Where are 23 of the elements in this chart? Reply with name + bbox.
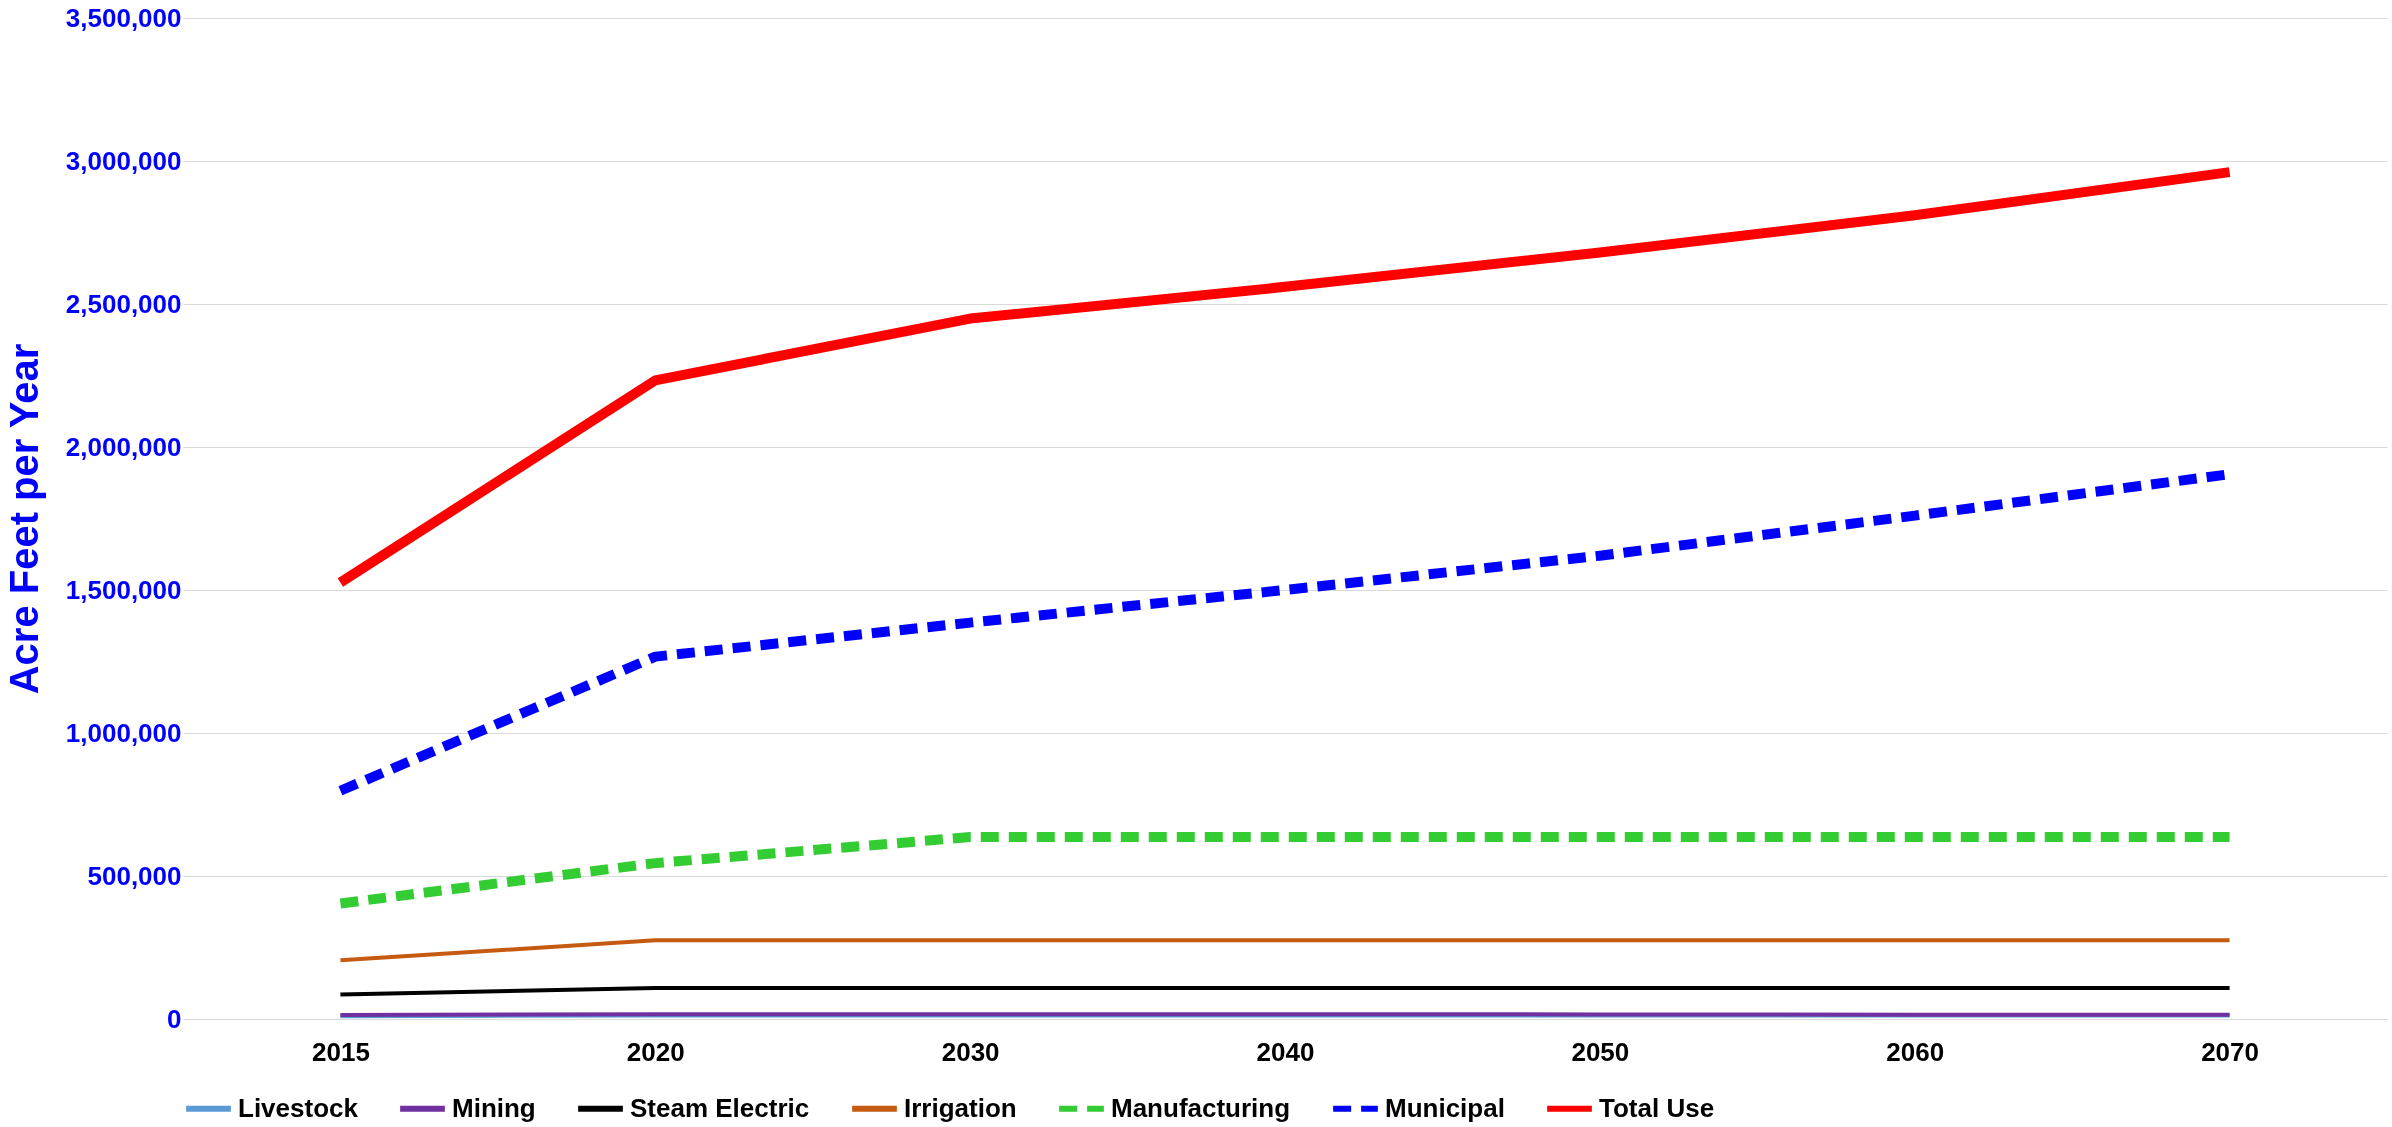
- x-tick-label: 2030: [941, 1036, 1000, 1067]
- y-tick-label: 0: [167, 1003, 182, 1034]
- x-tick-label: 2070: [2201, 1036, 2259, 1067]
- y-tick-label: 3,500,000: [65, 2, 182, 33]
- x-tick-label: 2060: [1886, 1036, 1945, 1067]
- legend-label: Municipal: [1385, 1092, 1505, 1123]
- x-tick-label: 2015: [312, 1036, 370, 1067]
- x-tick-label: 2020: [626, 1036, 685, 1067]
- y-tick-label: 2,500,000: [65, 288, 182, 319]
- legend-label: Manufacturing: [1111, 1092, 1291, 1123]
- y-tick-label: 2,000,000: [65, 431, 182, 462]
- y-tick-label: 1,500,000: [65, 574, 182, 605]
- legend-label: Irrigation: [904, 1092, 1017, 1123]
- y-tick-label: 1,000,000: [65, 717, 182, 748]
- legend-label: Mining: [452, 1092, 536, 1123]
- y-axis-title: Acre Feet per Year: [1, 343, 46, 695]
- legend-label: Livestock: [238, 1092, 359, 1123]
- x-tick-label: 2040: [1256, 1036, 1315, 1067]
- legend-label: Total Use: [1599, 1092, 1715, 1123]
- y-tick-label: 500,000: [87, 860, 182, 891]
- legend-label: Steam Electric: [630, 1092, 810, 1123]
- y-tick-label: 3,000,000: [65, 145, 182, 176]
- x-tick-label: 2050: [1571, 1036, 1630, 1067]
